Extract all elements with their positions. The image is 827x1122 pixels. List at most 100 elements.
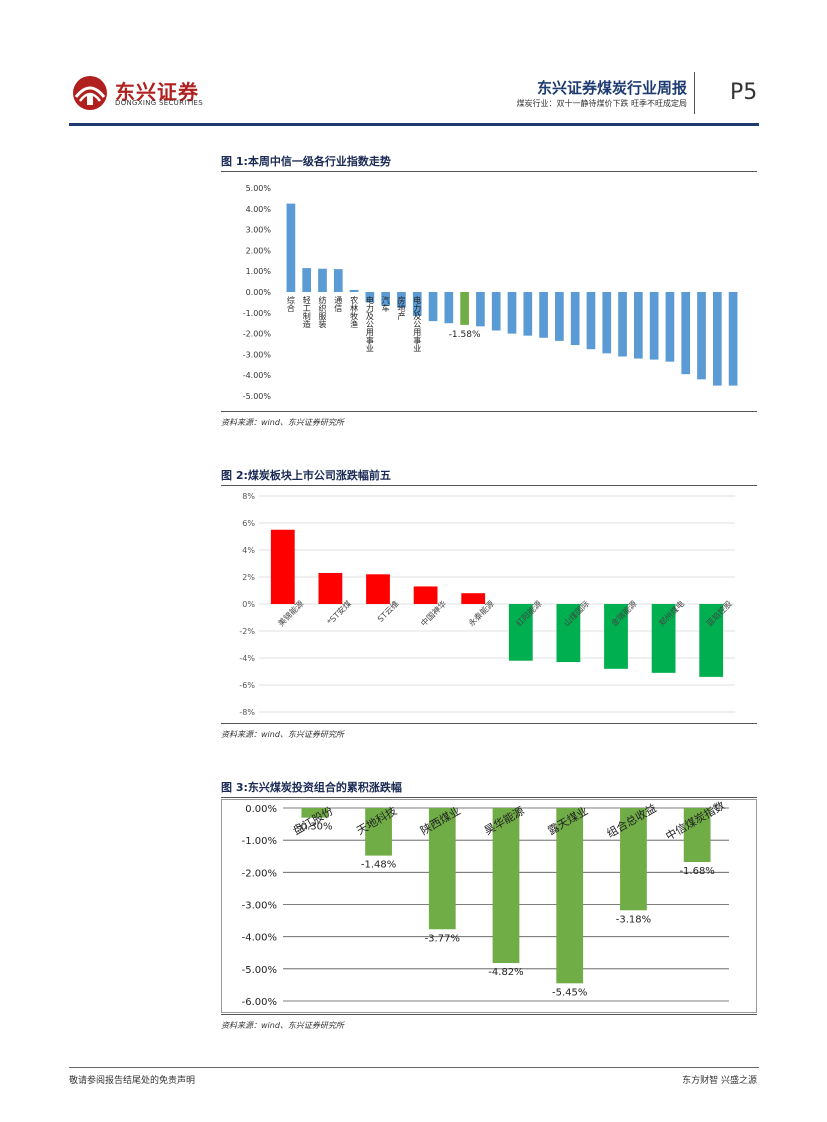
figure-3-title: 图 3:东兴煤炭投资组合的累积涨跌幅 [221,781,402,794]
bar [586,292,596,350]
bar [508,604,533,661]
category-label: 轻工制造 [302,295,311,329]
bar [699,604,724,677]
y-tick-label: 1.00% [246,267,272,276]
bar [697,292,706,380]
bar [491,292,501,331]
figure-2-title: 图 2:煤炭板块上市公司涨跌幅前五 [221,469,391,482]
y-tick-label: 5.00% [246,184,272,193]
y-tick-label: -4% [239,654,255,663]
y-tick-label: 0.00% [245,804,277,815]
data-label: -5.45% [552,987,587,998]
figure-1-title: 图 1:本周中信一级各行业指数走势 [221,155,391,168]
category-label: 通信 [334,295,343,313]
y-tick-label: 2% [242,573,255,582]
bar [381,292,390,306]
bar [428,808,456,930]
data-label: -3.18% [616,914,651,925]
figure-2-top-rule [221,485,757,486]
data-label: -1.68% [679,866,714,877]
bar [302,268,312,292]
bar [270,529,295,604]
category-label: 电力及公用事业 [365,295,374,352]
figure-2-bottom-rule [221,723,757,724]
bar [286,203,296,292]
bar [665,292,675,362]
bar [634,292,643,359]
y-tick-label: -6.00% [242,997,277,1008]
y-tick-label: -2.00% [242,868,277,879]
bar [333,269,343,292]
y-tick-label: 3.00% [246,226,272,235]
y-tick-label: 2.00% [246,246,272,255]
footer-slogan: 东方财智 兴盛之源 [682,1076,757,1086]
report-title: 东兴证券煤炭行业周报 [536,79,687,97]
bar [428,292,438,322]
footer-disclaimer: 敬请参阅报告结尾处的免责声明 [69,1076,196,1086]
bar [683,808,711,863]
y-tick-label: -1.00% [242,836,277,847]
y-tick-label: -2% [239,627,255,636]
data-label: -1.48% [361,860,396,871]
y-tick-label: 8% [242,492,255,501]
bar [492,808,520,964]
figure-2-chart: 8%6%4%2%0%-2%-4%-6%-8%美锦能源 *ST安煤 ST云维 中国神华永… [239,492,735,717]
dongxing-logo-icon [73,76,107,110]
bar [476,292,485,327]
bar [301,808,329,818]
y-tick-label: -4.00% [242,933,277,944]
header-rule [69,123,759,126]
figure-1-bottom-rule [221,411,757,412]
figure-3-chart: 0.00% -1.00% -2.00% -3.00% -4.00% -5.00% -6.00… [221,799,757,1013]
bar [365,292,375,303]
figure-3-source: 资料来源：wind、东兴证券研究所 [221,1021,344,1030]
category-label: 纺织服装 [318,295,327,329]
y-tick-label: 4.00% [246,205,272,214]
figure-1-source: 资料来源：wind、东兴证券研究所 [221,418,344,427]
bar [556,808,584,984]
bar [365,808,392,856]
bar [397,292,406,308]
category-label: 综合 [286,295,295,313]
bar [413,586,438,604]
figure-3-bottom-rule [221,1014,757,1015]
category-label: 电力及公用事业 [413,295,422,352]
y-tick-label: -4.00% [243,371,272,380]
bar [412,292,422,316]
figure-3-top-rule [221,797,757,798]
y-tick-label: -1.00% [243,309,272,318]
category-label: 农林牧渔 [350,295,359,328]
bar [460,292,469,325]
bar [523,292,533,336]
bar [681,292,691,375]
data-label: -3.77% [425,933,460,944]
bar [349,289,359,292]
bar [318,268,327,292]
bar [604,604,628,669]
logo-text-cn: 东兴证券 [115,80,199,104]
header-divider [694,72,695,114]
bar [570,292,580,346]
bar [728,292,738,386]
logo-text-en: DONGXING SECURITIES [115,99,204,107]
bar [539,292,548,338]
y-tick-label: -3.00% [243,350,272,359]
bar [651,604,676,673]
bar [620,808,647,911]
y-tick-label: -5.00% [242,965,277,976]
y-tick-label: -6% [239,681,255,690]
data-label: -1.58% [449,330,481,340]
bar [556,604,581,663]
y-tick-label: -5.00% [243,392,272,401]
y-tick-label: 0.00% [246,288,272,297]
bar [318,572,343,604]
bar [555,292,564,341]
bar [444,292,454,324]
y-tick-label: -2.00% [243,330,272,339]
footer-rule [69,1067,759,1068]
y-tick-label: 4% [242,546,255,555]
y-tick-label: -3.00% [242,901,277,912]
bar [618,292,627,357]
bar [602,292,612,354]
y-tick-label: -8% [239,708,255,717]
